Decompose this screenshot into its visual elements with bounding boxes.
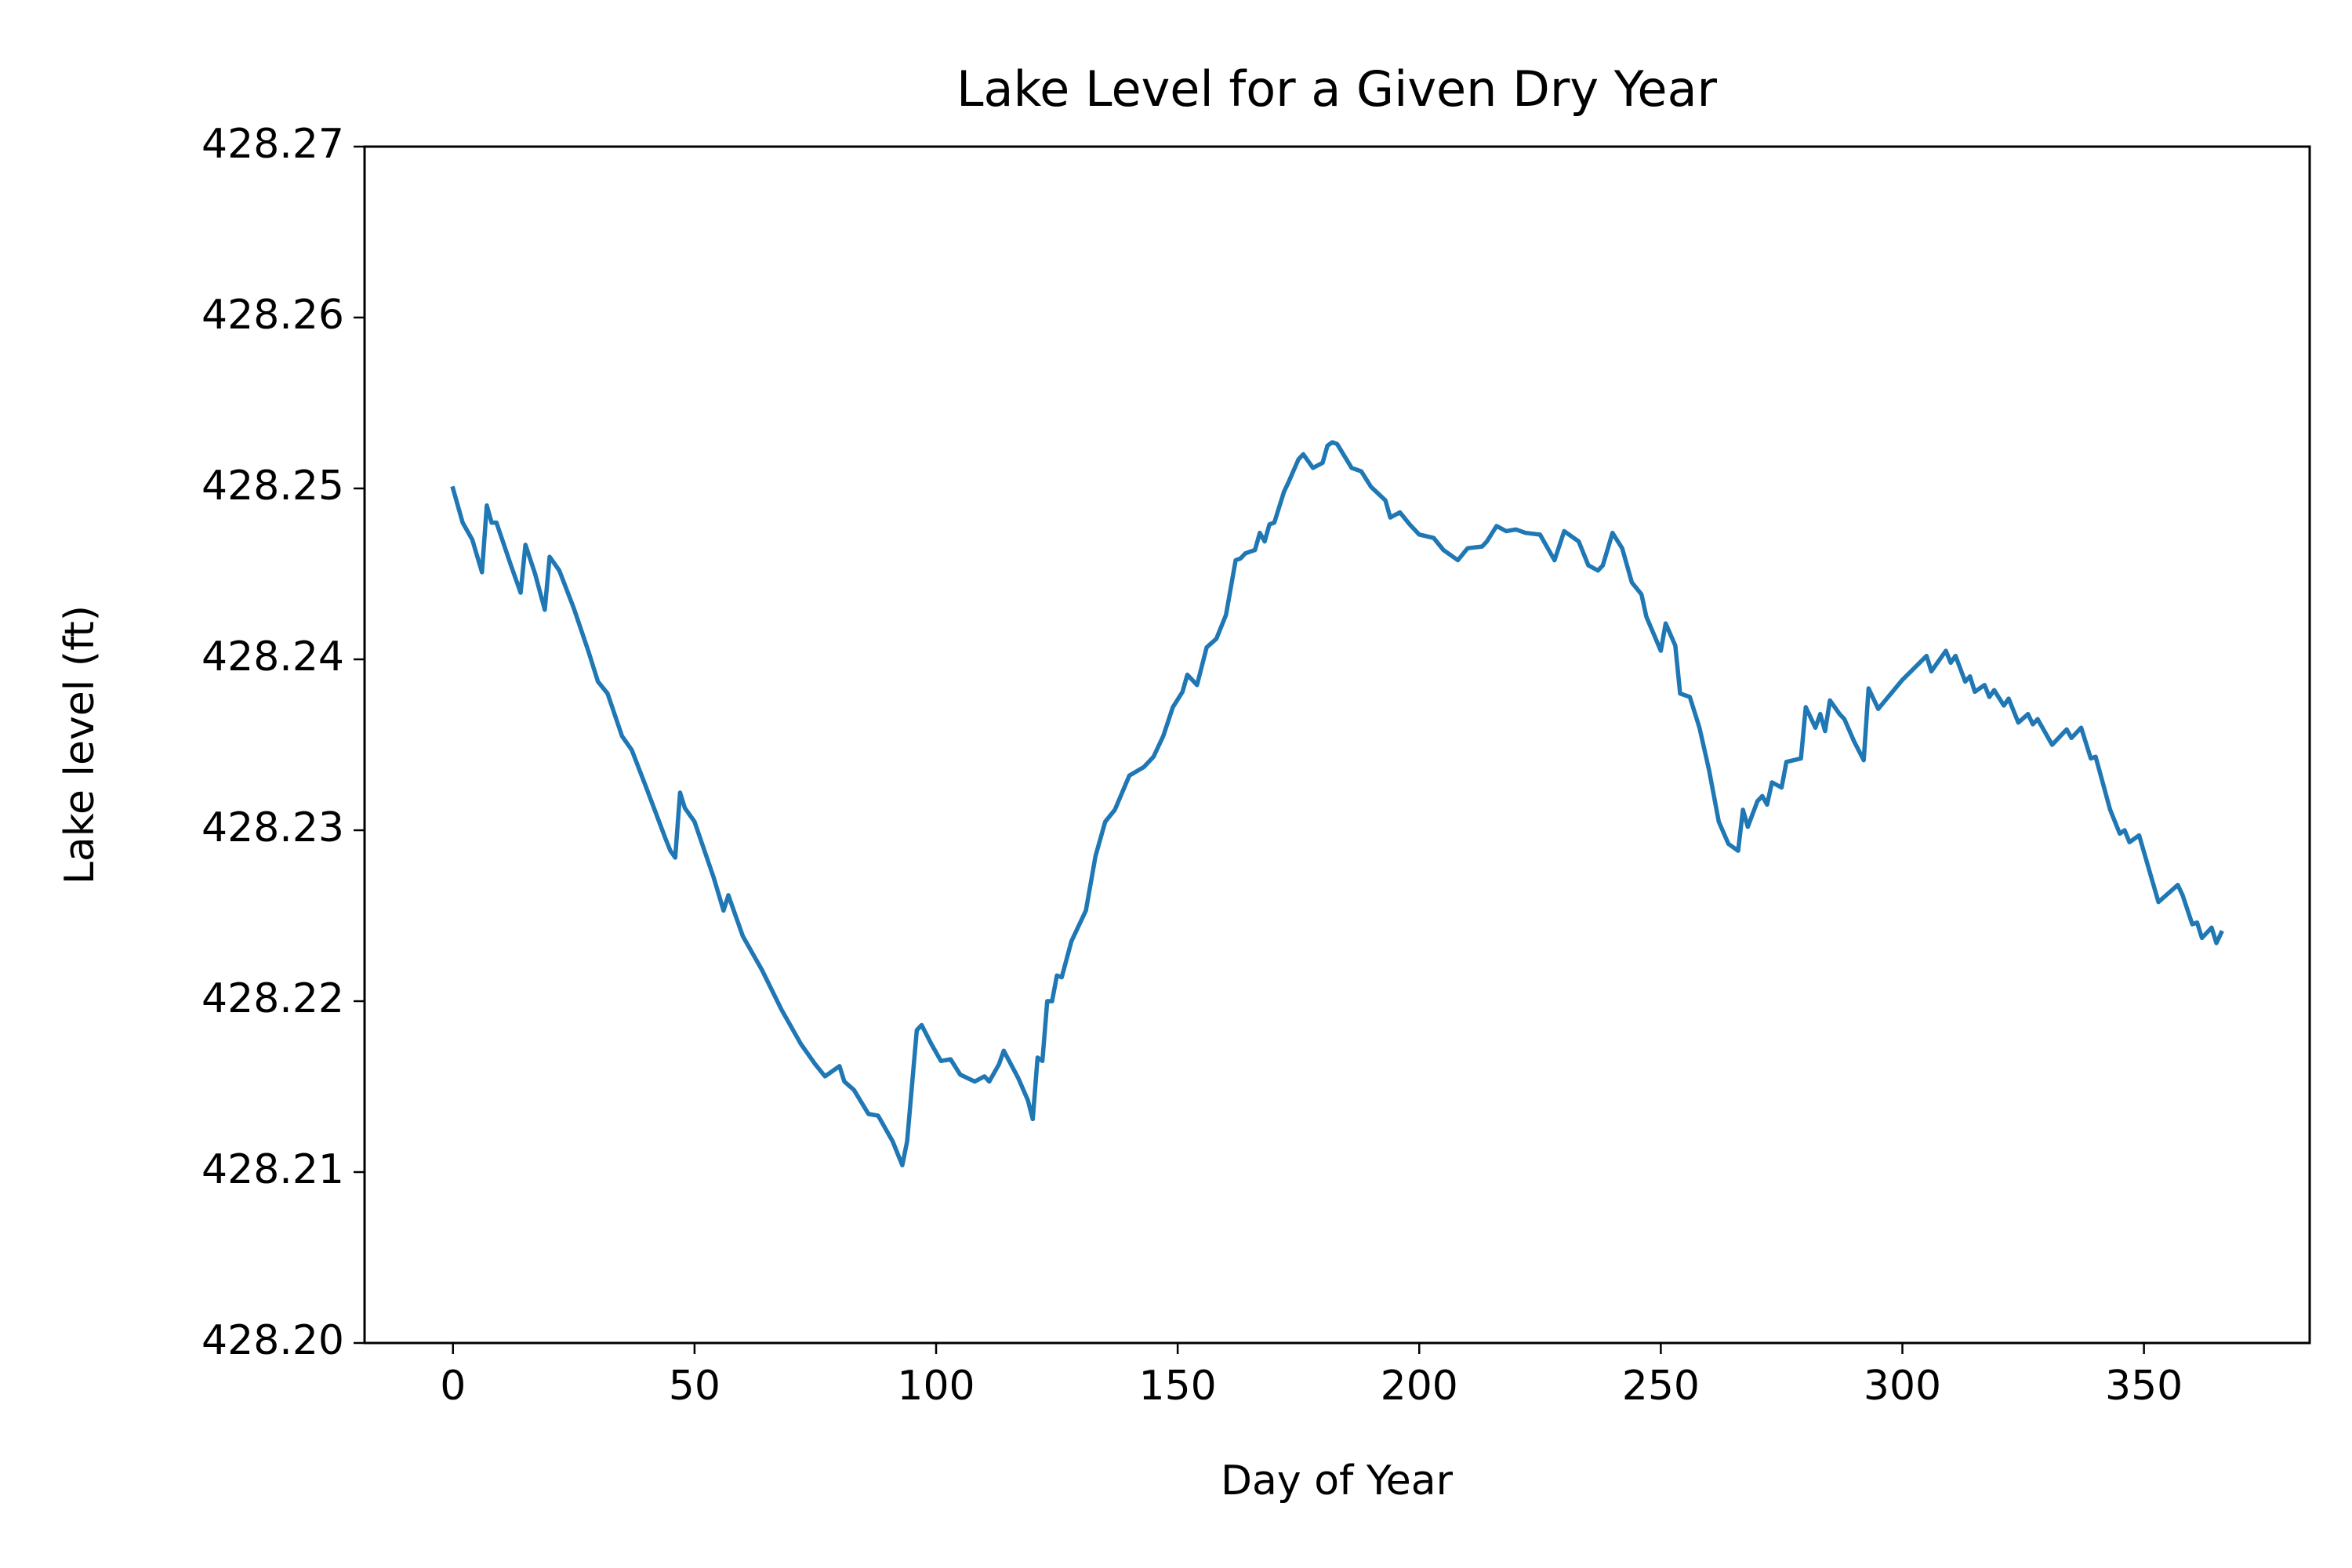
x-tick-label: 300 <box>1864 1363 1941 1410</box>
y-tick-label: 428.20 <box>201 1317 344 1364</box>
x-tick-label: 350 <box>2105 1363 2183 1410</box>
y-tick-label: 428.25 <box>201 463 344 510</box>
x-tick-label: 100 <box>897 1363 975 1410</box>
y-tick-label: 428.26 <box>201 292 344 339</box>
x-tick-label: 150 <box>1139 1363 1217 1410</box>
x-tick-label: 200 <box>1381 1363 1458 1410</box>
x-tick-label: 0 <box>440 1363 466 1410</box>
y-tick-label: 428.21 <box>201 1146 344 1193</box>
x-axis-label: Day of Year <box>1221 1457 1454 1504</box>
x-tick-label: 50 <box>669 1363 720 1410</box>
x-tick-label: 250 <box>1622 1363 1700 1410</box>
y-axis-label: Lake level (ft) <box>56 605 103 884</box>
line-series <box>450 440 2224 1168</box>
y-tick-label: 428.23 <box>201 804 344 851</box>
chart-title: Lake Level for a Given Dry Year <box>956 60 1718 118</box>
plot-area <box>450 440 2224 1168</box>
y-tick-label: 428.22 <box>201 975 344 1022</box>
y-tick-label: 428.27 <box>201 121 344 168</box>
axes-frame <box>363 145 2311 1345</box>
y-tick-label: 428.24 <box>201 633 344 681</box>
